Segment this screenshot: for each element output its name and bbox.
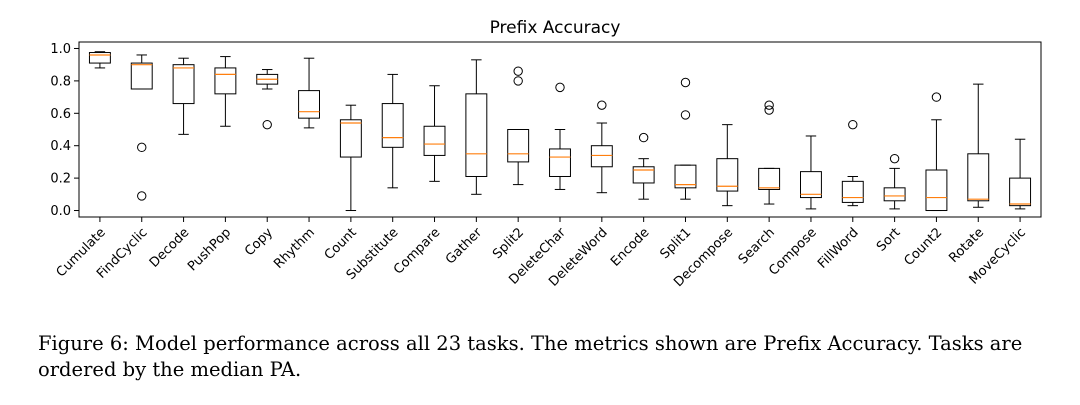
iqr-box [549, 148, 571, 177]
x-tick-label: Split1 [657, 225, 694, 262]
box-decode [172, 57, 195, 135]
iqr-box [590, 145, 613, 168]
box-substitute [381, 73, 404, 189]
box-count2 [925, 92, 948, 212]
iqr-box [298, 90, 320, 119]
box-copy [256, 69, 279, 130]
outlier-point [764, 105, 774, 115]
x-tick-label: Encode [608, 225, 652, 269]
box-deletechar [549, 82, 571, 190]
y-tick-label: 0.8 [50, 74, 71, 89]
iqr-box [465, 93, 488, 177]
y-tick-label: 0.4 [50, 139, 71, 154]
outlier-point [889, 153, 900, 164]
outlier-point [680, 110, 691, 120]
outlier-point [555, 82, 565, 93]
outlier-point [931, 92, 942, 102]
iqr-box [883, 187, 906, 202]
iqr-box [1009, 177, 1032, 207]
x-tick-label: Rotate [946, 225, 987, 266]
y-tick-label: 0.0 [50, 204, 71, 219]
box-compare [423, 85, 446, 182]
x-tick-label: Split2 [490, 225, 527, 262]
box-split1 [674, 77, 697, 200]
x-tick-label: Search [736, 225, 778, 267]
outlier-point [597, 100, 607, 110]
outlier-point [137, 142, 147, 153]
x-tick-label: Compare [391, 225, 443, 277]
box-rotate [967, 83, 990, 208]
iqr-box [423, 125, 446, 156]
x-tick-label: Gather [443, 225, 486, 268]
figure-caption: Figure 6: Model performance across all 2… [38, 332, 1023, 381]
box-pushpop [214, 56, 237, 127]
boxes-group [88, 51, 1032, 212]
box-search [758, 100, 781, 205]
outlier-point [680, 77, 691, 88]
box-deleteword [590, 100, 613, 194]
iqr-box [674, 164, 697, 189]
x-tick-label: Count2 [901, 225, 945, 269]
iqr-box [172, 64, 195, 105]
box-cumulate [88, 51, 111, 69]
iqr-box [632, 166, 655, 184]
x-tick-label: PushPop [185, 225, 234, 274]
outlier-point [848, 119, 858, 130]
outlier-point [764, 100, 774, 110]
box-count [339, 104, 362, 212]
x-tick-label: Sort [874, 225, 903, 254]
box-encode [632, 132, 655, 200]
iqr-box [339, 119, 362, 158]
box-compose [800, 135, 822, 210]
iqr-box [758, 167, 781, 190]
iqr-box [800, 171, 822, 199]
prefix-accuracy-boxplot: Prefix Accuracy 0.0 0.2 0.4 0.6 0.8 1.0 Cumul… [50, 18, 1042, 290]
outlier-point [262, 119, 272, 130]
box-rhythm [298, 57, 320, 129]
iqr-box [716, 158, 739, 192]
outlier-point [513, 66, 523, 76]
chart-title: Prefix Accuracy [490, 18, 621, 38]
box-findcyclic [130, 54, 153, 201]
iqr-box [967, 153, 990, 202]
box-movecyclic [1009, 138, 1032, 210]
x-tick-label: FillWord [815, 225, 862, 272]
box-decompose [716, 124, 739, 207]
iqr-box [381, 103, 404, 148]
outlier-point [137, 191, 147, 201]
iqr-box [214, 67, 237, 95]
box-split2 [507, 66, 530, 186]
iqr-box [88, 52, 111, 64]
x-tick-label: Count [322, 225, 360, 263]
x-tick-label: Rhythm [271, 225, 318, 272]
box-sort [883, 153, 906, 210]
y-tick-label: 1.0 [50, 42, 71, 57]
y-tick-label: 0.2 [50, 172, 71, 187]
iqr-box [507, 129, 530, 163]
x-tick-label: Copy [242, 225, 276, 259]
plot-frame [78, 41, 1042, 218]
box-gather [465, 59, 488, 195]
y-tick-label: 0.6 [50, 107, 71, 122]
box-fillword [841, 119, 864, 207]
outlier-point [638, 132, 649, 143]
iqr-box [130, 62, 153, 90]
outlier-point [513, 76, 523, 86]
iqr-box [925, 169, 948, 212]
y-axis: 0.0 0.2 0.4 0.6 0.8 1.0 [50, 42, 79, 219]
iqr-box [841, 180, 864, 203]
